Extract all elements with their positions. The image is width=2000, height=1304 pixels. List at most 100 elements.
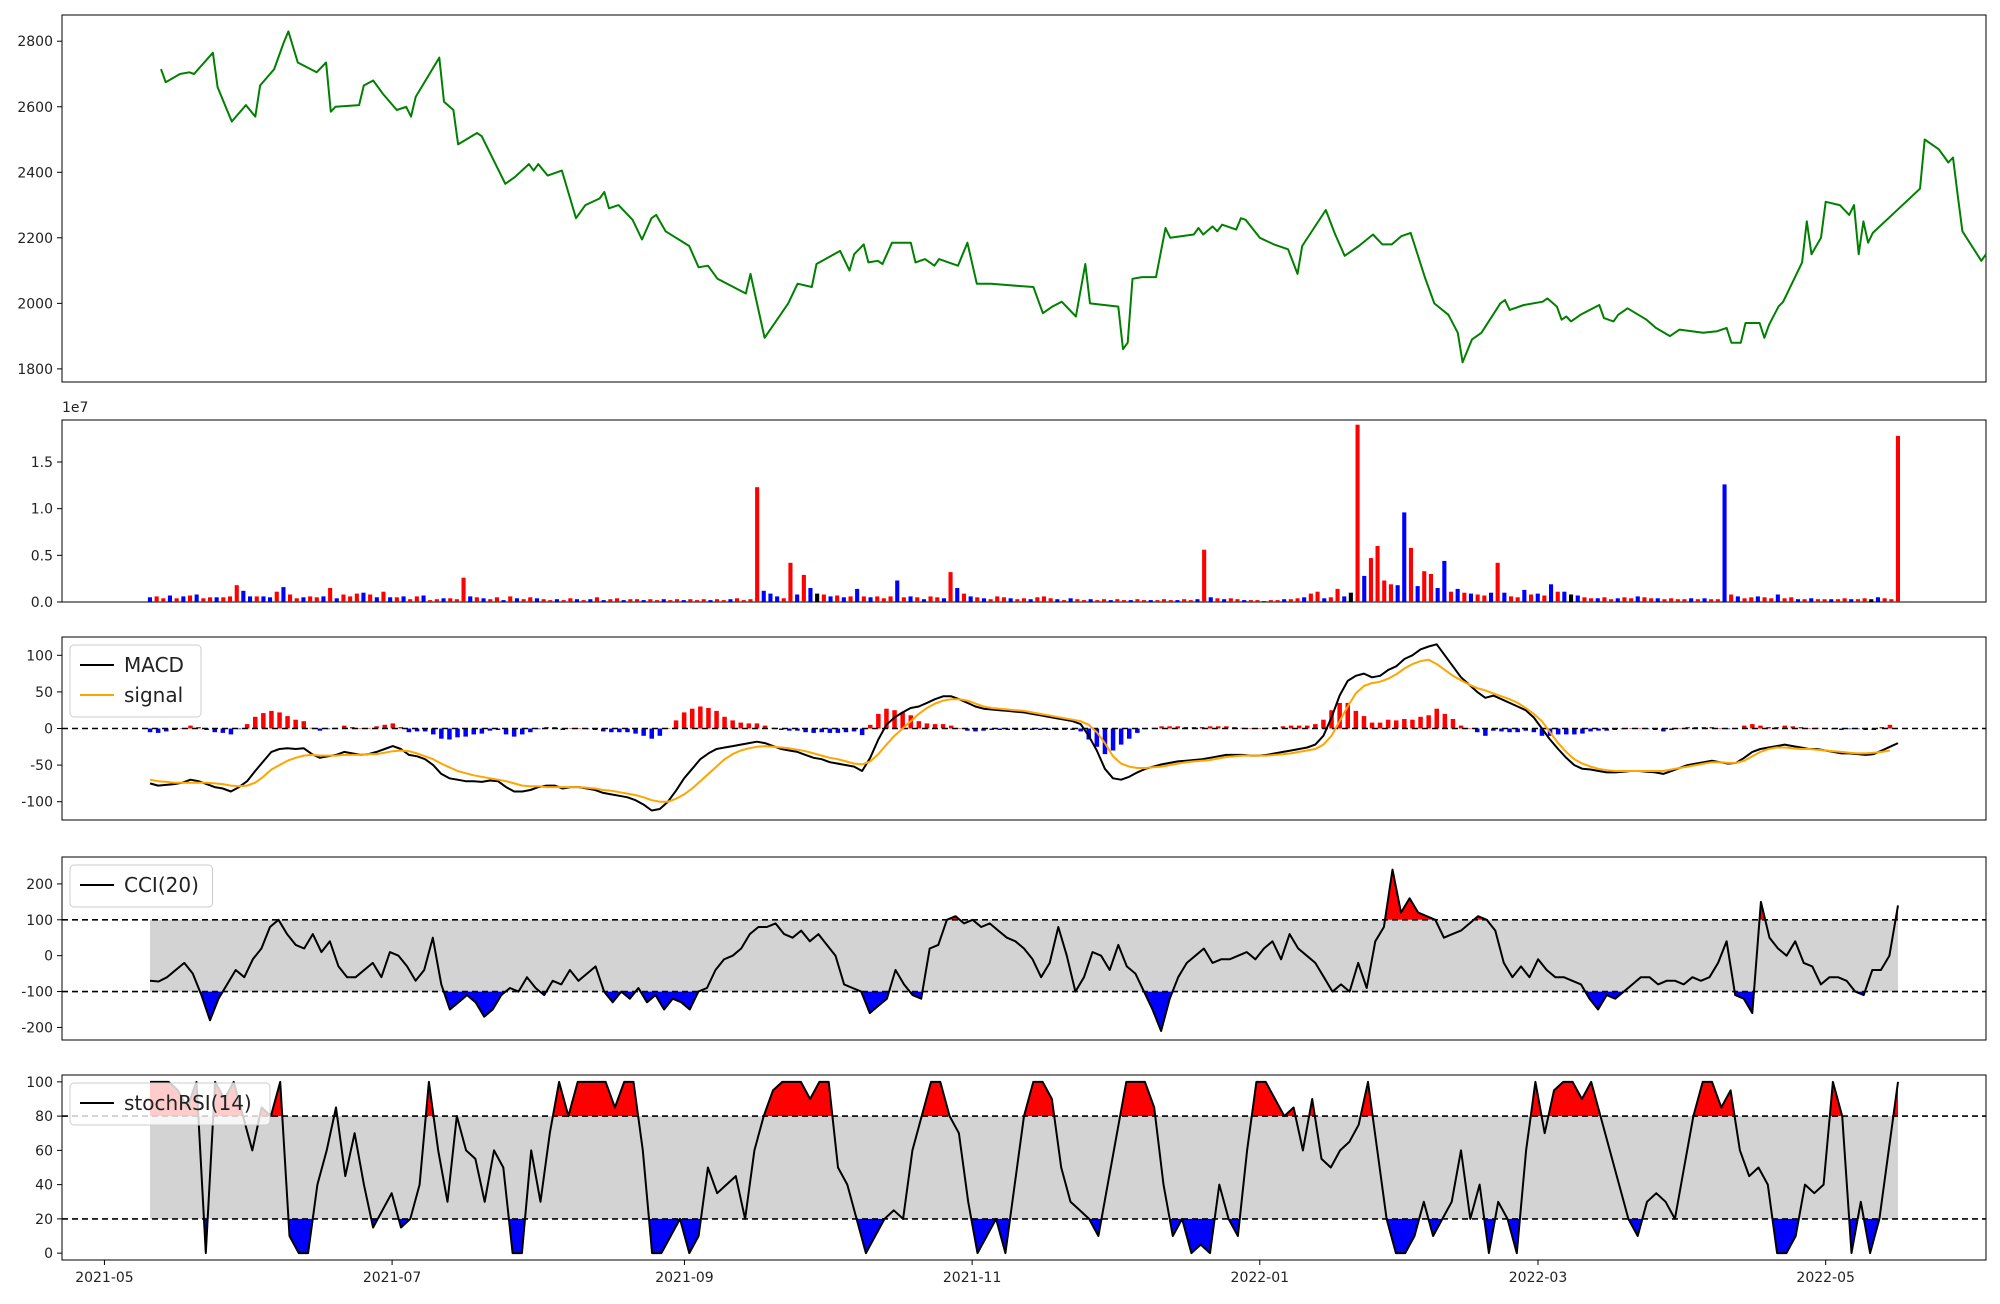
macd-histogram-bar xyxy=(503,728,509,735)
macd-histogram-bar xyxy=(1248,728,1253,729)
macd-histogram-bar xyxy=(1442,713,1448,729)
volume-bar xyxy=(1308,593,1313,602)
volume-bar xyxy=(1475,594,1480,602)
volume-bar xyxy=(1335,588,1340,602)
macd-histogram-bar xyxy=(706,708,711,729)
volume-bar xyxy=(214,597,219,602)
volume-bar xyxy=(1775,594,1780,602)
cci-ytick-label-4: 200 xyxy=(26,877,53,893)
volume-bar xyxy=(1755,596,1760,602)
volume-ytick-label-1: 0.5 xyxy=(31,548,53,564)
volume-bar xyxy=(761,590,766,602)
volume-bar xyxy=(741,600,746,602)
macd-histogram-bar xyxy=(463,728,468,737)
cci-panel: -200 -100 0 100 200 CCI(20) xyxy=(21,856,1987,1041)
volume-bar xyxy=(1735,596,1740,602)
macd-histogram-bar xyxy=(374,726,379,729)
volume-bar xyxy=(1522,589,1527,602)
macd-ytick-label-1: -50 xyxy=(30,758,53,774)
macd-histogram-bar xyxy=(1434,708,1439,729)
macd-histogram-bar xyxy=(220,728,226,733)
volume-bar xyxy=(948,572,953,602)
macd-histogram-bar xyxy=(1361,716,1367,729)
macd-histogram-bar xyxy=(795,728,800,731)
volume-bar xyxy=(801,574,806,602)
volume-bar xyxy=(354,593,359,602)
macd-histogram-bar xyxy=(471,728,476,735)
volume-bar xyxy=(688,599,693,602)
volume-bar xyxy=(775,596,780,602)
macd-ytick-label-0: -100 xyxy=(21,795,53,811)
volume-bar xyxy=(468,596,473,602)
volume-bar xyxy=(1448,591,1453,602)
volume-bar xyxy=(321,596,326,602)
macd-histogram-bar xyxy=(1839,728,1844,730)
volume-bar xyxy=(901,597,906,602)
volume-bar xyxy=(308,596,313,602)
macd-histogram-bar xyxy=(1288,725,1294,729)
macd-histogram-bar xyxy=(625,728,630,733)
volume-bar xyxy=(334,598,339,602)
volume-bar xyxy=(1789,597,1794,602)
volume-bar xyxy=(441,598,446,602)
volume-ytick-label-2: 1.0 xyxy=(31,502,53,518)
macd-histogram-bar xyxy=(528,728,533,733)
volume-bar xyxy=(588,599,593,602)
volume-bar xyxy=(1248,600,1253,602)
volume-bar xyxy=(1569,594,1574,602)
macd-histogram-bar xyxy=(754,723,760,729)
cci-plot-frame xyxy=(61,856,1987,1041)
volume-bar xyxy=(988,599,993,602)
macd-line xyxy=(149,643,1899,812)
macd-histogram-bar xyxy=(1580,728,1585,734)
macd-panel: -100 -50 0 50 100 MACD signal xyxy=(21,636,1987,821)
volume-bar xyxy=(1202,549,1207,602)
volume-bar xyxy=(1535,593,1540,602)
macd-histogram-bar xyxy=(1725,728,1731,730)
volume-bar xyxy=(494,597,499,602)
volume-bar xyxy=(1769,598,1774,602)
volume-bar xyxy=(574,599,579,602)
volume-bar xyxy=(1422,571,1427,602)
date-axis: 2021-05 2021-07 2021-09 2021-11 2022-01 2022-… xyxy=(75,1260,1855,1286)
volume-bar xyxy=(361,592,366,602)
macd-histogram-bar xyxy=(843,728,849,733)
volume-bar xyxy=(735,598,740,602)
volume-bar xyxy=(1529,594,1534,602)
volume-bar xyxy=(248,596,253,602)
volume-bar xyxy=(881,598,886,602)
macd-histogram-bar xyxy=(1224,726,1229,729)
volume-bar xyxy=(981,598,986,602)
volume-bar xyxy=(1295,598,1300,602)
macd-histogram-bar xyxy=(1661,728,1666,732)
macd-histogram-bar xyxy=(1256,728,1261,729)
volume-bar xyxy=(461,577,466,602)
volume-bar xyxy=(1195,599,1200,602)
volume-bar xyxy=(1215,598,1220,602)
volume-bar xyxy=(648,599,653,602)
volume-bar xyxy=(968,596,973,602)
volume-bar xyxy=(1095,600,1100,602)
volume-bar xyxy=(1008,598,1013,602)
volume-bar xyxy=(708,600,713,602)
macd-histogram-bar xyxy=(1110,728,1116,751)
volume-bar xyxy=(514,598,519,602)
macd-histogram-bar xyxy=(1766,727,1771,729)
volume-bar xyxy=(941,598,946,602)
price-plot-frame xyxy=(61,14,1987,383)
volume-bar xyxy=(1502,592,1507,602)
volume-bar xyxy=(474,597,479,602)
date-tick-label-5: 2022-03 xyxy=(1509,1270,1568,1286)
volume-bar xyxy=(1549,584,1554,602)
volume-bar xyxy=(781,598,786,602)
macd-histogram-bar xyxy=(390,723,396,729)
macd-histogram-bar xyxy=(957,728,962,729)
cci-ytick-label-0: -200 xyxy=(21,1020,53,1036)
volume-bar xyxy=(641,600,646,602)
volume-bar xyxy=(1555,591,1560,602)
macd-histogram-bar xyxy=(406,728,412,733)
volume-bar xyxy=(1515,597,1520,602)
volume-bar xyxy=(1889,599,1894,602)
macd-histogram-bar xyxy=(147,728,153,733)
volume-bar xyxy=(481,598,486,602)
